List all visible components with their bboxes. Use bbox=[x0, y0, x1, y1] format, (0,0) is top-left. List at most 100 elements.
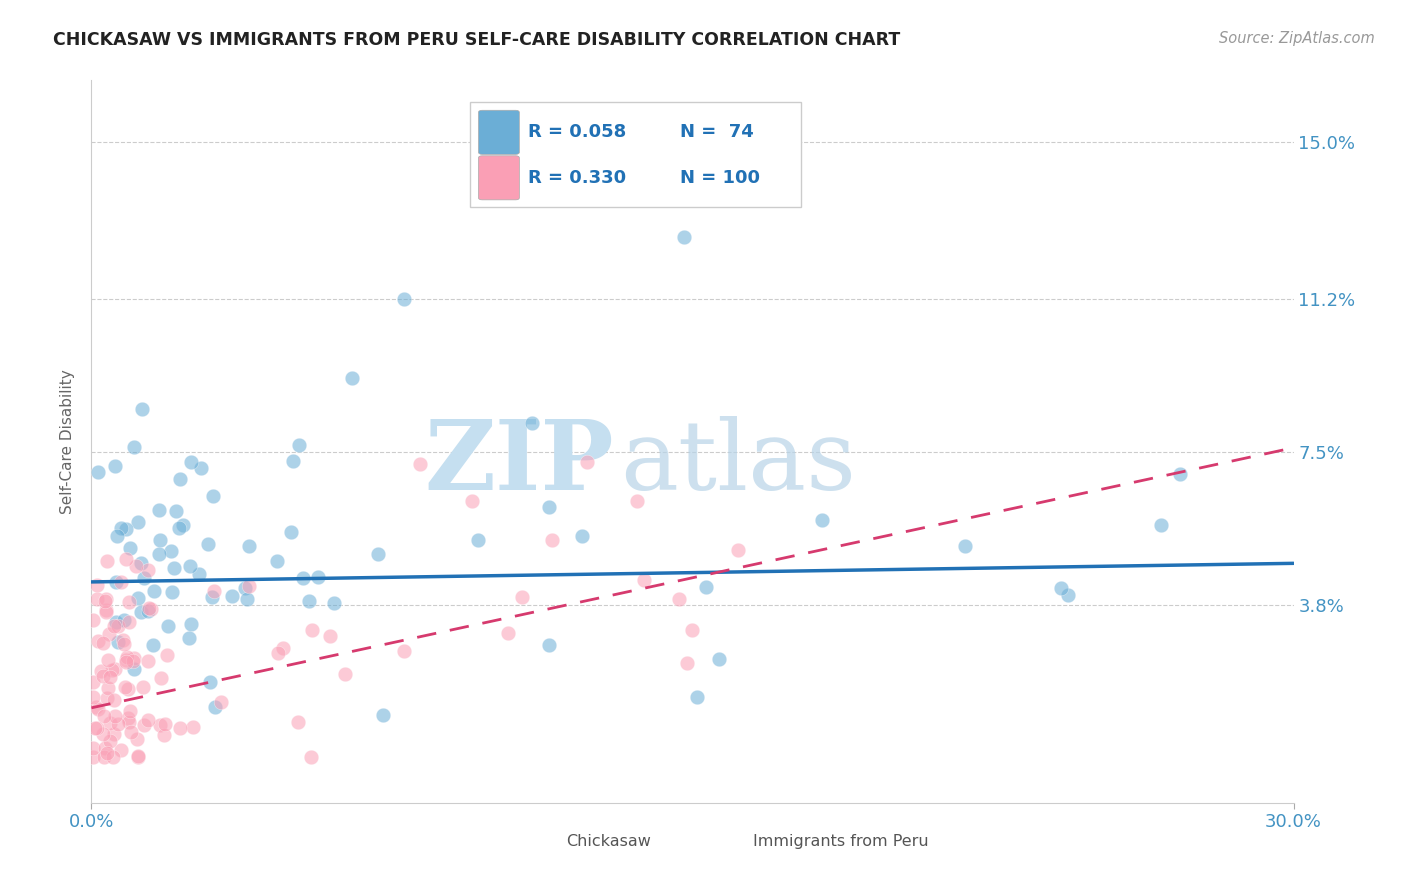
Point bbox=[82, 750, 104, 764]
Text: atlas: atlas bbox=[620, 417, 856, 510]
Point bbox=[110, 743, 132, 757]
Point bbox=[103, 693, 125, 707]
Point bbox=[103, 618, 125, 632]
Point bbox=[127, 748, 149, 763]
Point bbox=[681, 623, 703, 637]
Point bbox=[280, 524, 302, 539]
Point bbox=[283, 454, 305, 468]
Point bbox=[695, 580, 717, 594]
Point bbox=[169, 721, 191, 735]
Point bbox=[148, 547, 170, 561]
Text: R = 0.330: R = 0.330 bbox=[527, 169, 626, 186]
Point bbox=[91, 727, 114, 741]
Point bbox=[266, 554, 288, 568]
Point bbox=[136, 713, 159, 727]
FancyBboxPatch shape bbox=[527, 828, 560, 857]
Point bbox=[96, 746, 118, 760]
Point bbox=[686, 690, 709, 704]
Point bbox=[668, 592, 690, 607]
Point bbox=[204, 699, 226, 714]
Point bbox=[142, 638, 165, 652]
Point bbox=[87, 465, 110, 479]
Point bbox=[510, 590, 533, 604]
Point bbox=[105, 615, 128, 629]
Point bbox=[136, 563, 159, 577]
FancyBboxPatch shape bbox=[478, 111, 519, 154]
Point bbox=[160, 544, 183, 558]
Point bbox=[810, 513, 832, 527]
Point bbox=[96, 603, 118, 617]
Point bbox=[117, 595, 139, 609]
Point bbox=[82, 613, 104, 627]
Point bbox=[167, 521, 190, 535]
Text: ZIP: ZIP bbox=[425, 417, 614, 510]
Point bbox=[143, 584, 166, 599]
Point bbox=[209, 695, 232, 709]
Point bbox=[467, 533, 489, 547]
Point bbox=[82, 674, 104, 689]
Point bbox=[101, 663, 124, 677]
Point bbox=[496, 626, 519, 640]
Point bbox=[201, 489, 224, 503]
Point bbox=[238, 579, 260, 593]
Point bbox=[115, 649, 138, 664]
Point bbox=[122, 440, 145, 454]
Point bbox=[190, 461, 212, 475]
Point bbox=[139, 602, 162, 616]
Point bbox=[149, 718, 172, 732]
Point bbox=[96, 592, 118, 607]
Point bbox=[188, 566, 211, 581]
FancyBboxPatch shape bbox=[714, 828, 745, 857]
Point bbox=[198, 675, 221, 690]
Point bbox=[107, 635, 129, 649]
Point bbox=[127, 732, 149, 747]
Point bbox=[112, 636, 135, 650]
Point bbox=[129, 557, 152, 571]
Point bbox=[409, 457, 432, 471]
Point bbox=[94, 594, 117, 608]
Point bbox=[127, 591, 149, 605]
Point bbox=[1050, 581, 1073, 595]
Point bbox=[172, 518, 194, 533]
Point bbox=[97, 681, 120, 695]
Point bbox=[163, 561, 186, 575]
Point bbox=[118, 704, 141, 718]
Point bbox=[301, 623, 323, 637]
Point bbox=[107, 619, 129, 633]
Point bbox=[1056, 588, 1078, 602]
Text: N = 100: N = 100 bbox=[681, 169, 761, 186]
Point bbox=[136, 604, 159, 618]
Point bbox=[132, 680, 155, 694]
FancyBboxPatch shape bbox=[478, 156, 519, 200]
Point bbox=[122, 651, 145, 665]
Point bbox=[82, 741, 104, 756]
Point bbox=[165, 504, 187, 518]
Point bbox=[98, 715, 121, 730]
Point bbox=[100, 669, 122, 683]
Point bbox=[1168, 467, 1191, 482]
Point bbox=[180, 616, 202, 631]
Point bbox=[107, 717, 129, 731]
Point bbox=[132, 718, 155, 732]
Point bbox=[633, 573, 655, 587]
Point bbox=[461, 494, 484, 508]
Point bbox=[132, 571, 155, 585]
Text: N =  74: N = 74 bbox=[681, 123, 754, 141]
Point bbox=[322, 596, 344, 610]
Point bbox=[157, 619, 180, 633]
Point bbox=[114, 681, 136, 695]
Point bbox=[148, 503, 170, 517]
Point bbox=[110, 521, 132, 535]
Point bbox=[89, 664, 111, 678]
Point bbox=[112, 613, 135, 627]
Text: Source: ZipAtlas.com: Source: ZipAtlas.com bbox=[1219, 31, 1375, 46]
Point bbox=[675, 657, 697, 671]
Point bbox=[181, 720, 204, 734]
Point bbox=[340, 370, 363, 384]
Point bbox=[299, 750, 322, 764]
Point bbox=[131, 401, 153, 416]
Point bbox=[727, 543, 749, 558]
Point bbox=[115, 655, 138, 669]
Point bbox=[367, 547, 389, 561]
Point bbox=[153, 728, 176, 742]
